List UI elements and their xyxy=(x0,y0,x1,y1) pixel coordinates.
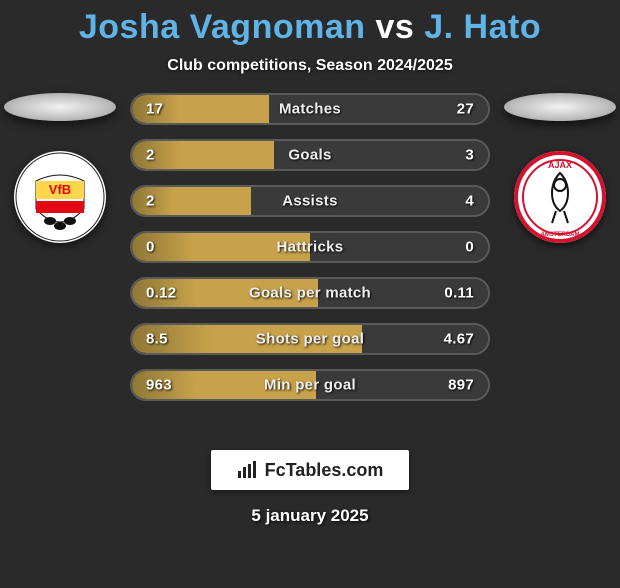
stat-bar: 17 27 Matches xyxy=(130,93,490,125)
stat-bar: 2 4 Assists xyxy=(130,185,490,217)
stat-value-left: 963 xyxy=(146,377,172,394)
stat-label: Shots per goal xyxy=(256,331,364,348)
stat-label: Matches xyxy=(279,101,341,118)
comparison-title: Josha Vagnoman vs J. Hato xyxy=(0,8,620,47)
stat-value-left: 0.12 xyxy=(146,285,176,302)
svg-text:VfB: VfB xyxy=(49,182,71,197)
player2-halo xyxy=(504,93,616,121)
stat-bars: 17 27 Matches 2 3 Goals 2 4 Assists 0 0 Hattricks 0.… xyxy=(130,93,490,401)
player1-crest: VfB xyxy=(14,151,106,243)
player2-crest: AJAX AMSTERDAM xyxy=(514,151,606,243)
stat-bar: 963 897 Min per goal xyxy=(130,369,490,401)
player2-badge-column: AJAX AMSTERDAM xyxy=(500,93,620,243)
player1-badge-column: VfB xyxy=(0,93,120,243)
stat-label: Goals per match xyxy=(249,285,371,302)
player2-name: J. Hato xyxy=(424,8,541,46)
stat-label: Hattricks xyxy=(277,239,344,256)
chart-icon xyxy=(237,461,259,479)
stat-value-left: 0 xyxy=(146,239,155,256)
stat-bar: 2 3 Goals xyxy=(130,139,490,171)
stat-value-right: 3 xyxy=(465,147,474,164)
brand-logo: FcTables.com xyxy=(211,450,409,490)
stat-label: Assists xyxy=(282,193,337,210)
stat-value-right: 0.11 xyxy=(444,285,474,302)
stat-value-right: 27 xyxy=(457,101,474,118)
subtitle: Club competitions, Season 2024/2025 xyxy=(0,57,620,75)
stat-value-left: 8.5 xyxy=(146,331,168,348)
svg-text:AMSTERDAM: AMSTERDAM xyxy=(541,232,580,238)
player1-name: Josha Vagnoman xyxy=(79,8,366,46)
stat-value-right: 4 xyxy=(465,193,474,210)
stat-value-left: 2 xyxy=(146,193,155,210)
title-vs: vs xyxy=(375,8,414,46)
stat-label: Min per goal xyxy=(264,377,356,394)
content-area: VfB AJAX AMSTERDAM 17 27 Matches 2 3 Goals 2 4 As… xyxy=(0,93,620,423)
stat-bar: 8.5 4.67 Shots per goal xyxy=(130,323,490,355)
stat-value-right: 4.67 xyxy=(444,331,474,348)
svg-text:AJAX: AJAX xyxy=(548,160,572,170)
report-date: 5 january 2025 xyxy=(251,506,368,526)
stat-bar: 0.12 0.11 Goals per match xyxy=(130,277,490,309)
player1-halo xyxy=(4,93,116,121)
brand-text: FcTables.com xyxy=(265,460,384,481)
stat-value-left: 17 xyxy=(146,101,163,118)
stat-value-left: 2 xyxy=(146,147,155,164)
stat-value-right: 0 xyxy=(465,239,474,256)
stat-label: Goals xyxy=(288,147,331,164)
stat-bar: 0 0 Hattricks xyxy=(130,231,490,263)
stat-value-right: 897 xyxy=(448,377,474,394)
